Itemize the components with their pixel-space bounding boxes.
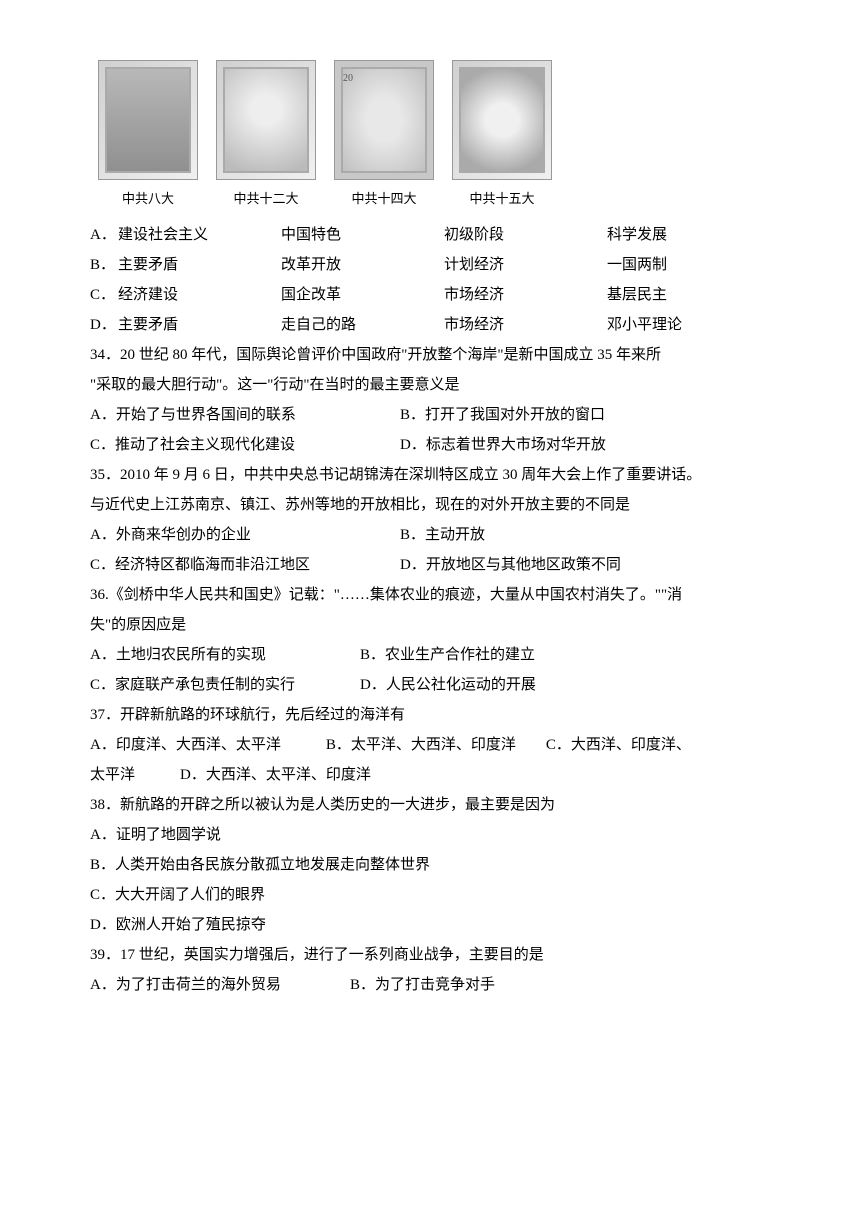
option-d: D．人民公社化运动的开展 — [360, 670, 536, 700]
option-cell: 市场经济 — [444, 280, 607, 310]
option-cell: 走自己的路 — [281, 310, 444, 340]
q34-row-cd: C．推动了社会主义现代化建设 D．标志着世界大市场对华开放 — [90, 430, 770, 460]
stamp-caption: 中共八大 — [122, 186, 174, 212]
q33-options: A． 建设社会主义 中国特色 初级阶段 科学发展 B． 主要矛盾 改革开放 计划… — [90, 220, 770, 340]
option-row: D． 主要矛盾 走自己的路 市场经济 邓小平理论 — [90, 310, 770, 340]
stamp-item: 中共十五大 — [452, 60, 552, 212]
option-a: A．为了打击荷兰的海外贸易 — [90, 970, 350, 1000]
q34-stem: 34．20 世纪 80 年代，国际舆论曾评价中国政府"开放整个海岸"是新中国成立… — [90, 340, 770, 370]
q38-b: B．人类开始由各民族分散孤立地发展走向整体世界 — [90, 850, 770, 880]
stamp-image — [452, 60, 552, 180]
q38-stem: 38．新航路的开辟之所以被认为是人类历史的一大进步，最主要是因为 — [90, 790, 770, 820]
q38-d: D．欧洲人开始了殖民掠夺 — [90, 910, 770, 940]
q35-stem: 35．2010 年 9 月 6 日，中共中央总书记胡锦涛在深圳特区成立 30 周… — [90, 460, 770, 490]
option-cell: 初级阶段 — [444, 220, 607, 250]
stamp-caption: 中共十二大 — [233, 186, 298, 212]
stamp-image — [98, 60, 198, 180]
option-cell: 科学发展 — [607, 220, 770, 250]
option-d: D．标志着世界大市场对华开放 — [400, 430, 606, 460]
option-cell: 基层民主 — [607, 280, 770, 310]
option-b: B．主动开放 — [400, 520, 485, 550]
stamp-image: 20 — [334, 60, 434, 180]
option-cell: 主要矛盾 — [118, 310, 281, 340]
option-b: B．为了打击竞争对手 — [350, 970, 495, 1000]
q35-row-ab: A．外商来华创办的企业 B．主动开放 — [90, 520, 770, 550]
q37-opts-line1: A．印度洋、大西洋、太平洋 B．太平洋、大西洋、印度洋 C．大西洋、印度洋、 — [90, 730, 770, 760]
q37-opts-line2: 太平洋 D．大西洋、太平洋、印度洋 — [90, 760, 770, 790]
option-cell: 国企改革 — [281, 280, 444, 310]
option-cell: 市场经济 — [444, 310, 607, 340]
option-d: D．开放地区与其他地区政策不同 — [400, 550, 621, 580]
option-cell: 邓小平理论 — [607, 310, 770, 340]
q39-stem: 39．17 世纪，英国实力增强后，进行了一系列商业战争，主要目的是 — [90, 940, 770, 970]
q35-stem: 与近代史上江苏南京、镇江、苏州等地的开放相比，现在的对外开放主要的不同是 — [90, 490, 770, 520]
option-cell: 中国特色 — [281, 220, 444, 250]
stamp-image — [216, 60, 316, 180]
option-b: B．打开了我国对外开放的窗口 — [400, 400, 605, 430]
q36-row-cd: C．家庭联产承包责任制的实行 D．人民公社化运动的开展 — [90, 670, 770, 700]
option-cell: 改革开放 — [281, 250, 444, 280]
option-row: C． 经济建设 国企改革 市场经济 基层民主 — [90, 280, 770, 310]
q36-row-ab: A．土地归农民所有的实现 B．农业生产合作社的建立 — [90, 640, 770, 670]
option-a: A．开始了与世界各国间的联系 — [90, 400, 400, 430]
stamp-corner: 20 — [343, 69, 353, 89]
q38-a: A．证明了地圆学说 — [90, 820, 770, 850]
option-a: A．外商来华创办的企业 — [90, 520, 400, 550]
option-row: B． 主要矛盾 改革开放 计划经济 一国两制 — [90, 250, 770, 280]
option-cell: 经济建设 — [118, 280, 281, 310]
q36-stem: 失"的原因应是 — [90, 610, 770, 640]
stamp-row: 中共八大 中共十二大 20 中共十四大 中共十五大 — [98, 60, 770, 212]
option-row: A． 建设社会主义 中国特色 初级阶段 科学发展 — [90, 220, 770, 250]
stamp-item: 中共八大 — [98, 60, 198, 212]
option-label: B． — [90, 250, 118, 280]
stamp-item: 20 中共十四大 — [334, 60, 434, 212]
option-c: C．经济特区都临海而非沿江地区 — [90, 550, 400, 580]
option-c: C．推动了社会主义现代化建设 — [90, 430, 400, 460]
q34-row-ab: A．开始了与世界各国间的联系 B．打开了我国对外开放的窗口 — [90, 400, 770, 430]
option-cell: 计划经济 — [444, 250, 607, 280]
option-cell: 一国两制 — [607, 250, 770, 280]
stamp-caption: 中共十五大 — [469, 186, 534, 212]
option-label: D． — [90, 310, 118, 340]
q34-stem: "采取的最大胆行动"。这一"行动"在当时的最主要意义是 — [90, 370, 770, 400]
stamp-item: 中共十二大 — [216, 60, 316, 212]
option-cell: 主要矛盾 — [118, 250, 281, 280]
q36-stem: 36.《剑桥中华人民共和国史》记载："……集体农业的痕迹，大量从中国农村消失了。… — [90, 580, 770, 610]
stamp-caption: 中共十四大 — [351, 186, 416, 212]
q38-c: C．大大开阔了人们的眼界 — [90, 880, 770, 910]
option-cell: 建设社会主义 — [118, 220, 281, 250]
option-a: A．土地归农民所有的实现 — [90, 640, 360, 670]
option-label: C． — [90, 280, 118, 310]
option-b: B．农业生产合作社的建立 — [360, 640, 535, 670]
option-label: A． — [90, 220, 118, 250]
q35-row-cd: C．经济特区都临海而非沿江地区 D．开放地区与其他地区政策不同 — [90, 550, 770, 580]
q37-stem: 37．开辟新航路的环球航行，先后经过的海洋有 — [90, 700, 770, 730]
option-c: C．家庭联产承包责任制的实行 — [90, 670, 360, 700]
q39-row-ab: A．为了打击荷兰的海外贸易 B．为了打击竞争对手 — [90, 970, 770, 1000]
